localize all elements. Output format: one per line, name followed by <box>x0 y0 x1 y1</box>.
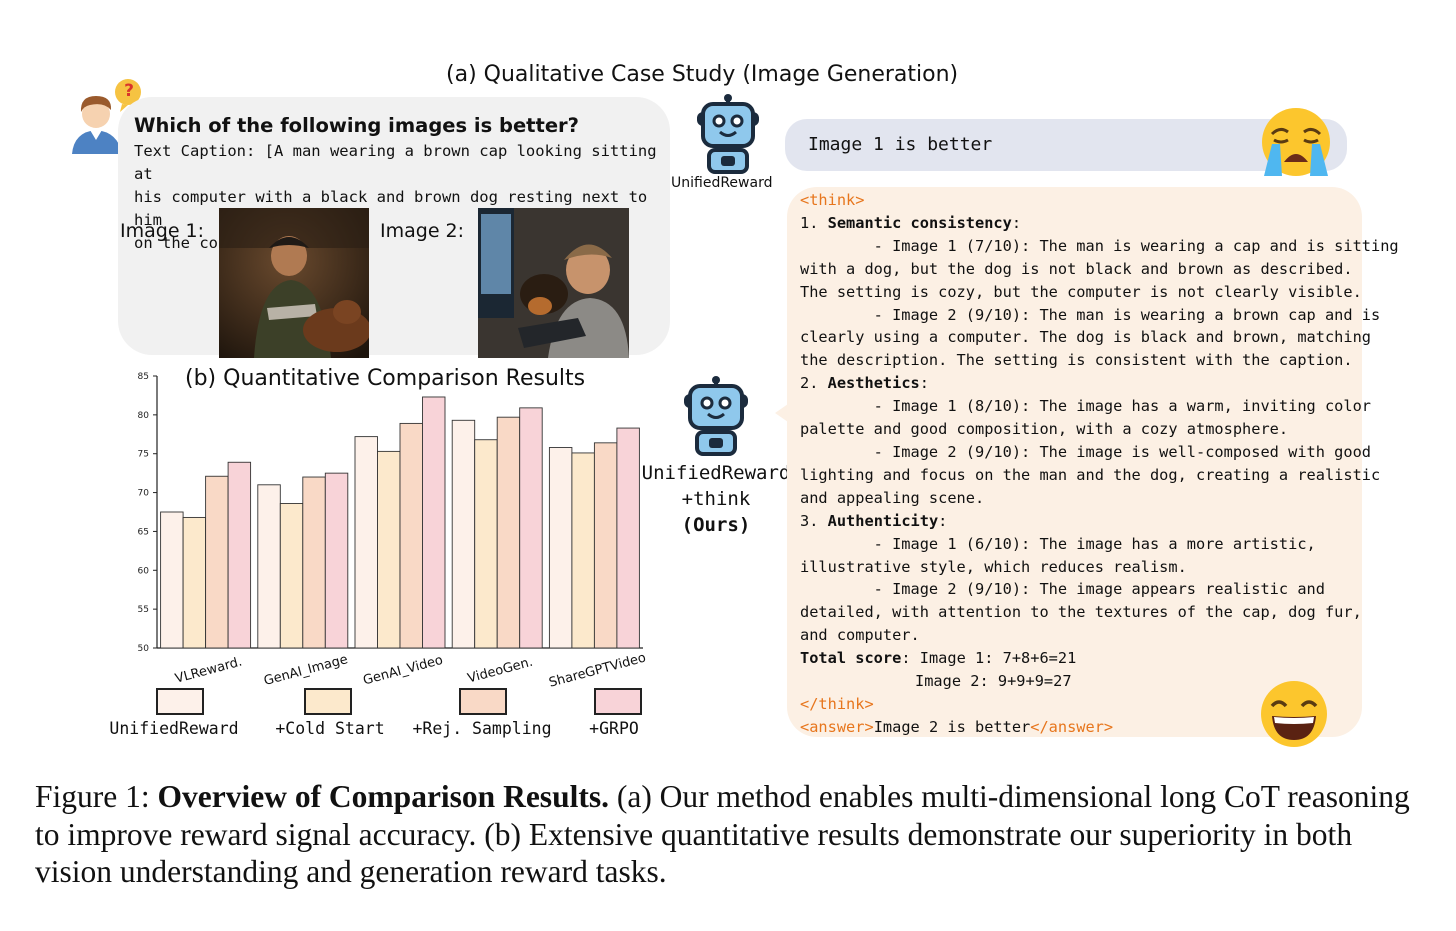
y-tick-label: 60 <box>138 566 150 576</box>
question-mark-icon: ? <box>124 81 134 101</box>
question-heading: Which of the following images is better? <box>134 114 579 137</box>
total-score-line-2: Image 2: 9+9+9=27 <box>915 672 1072 691</box>
robot-icon-think <box>680 376 752 456</box>
reasoning-line: - Image 1 (6/10): The image has a more a… <box>800 534 1316 553</box>
image2-label: Image 2: <box>380 220 465 242</box>
bar <box>399 422 423 649</box>
answer-line: <answer>Image 2 is better</answer> <box>800 717 1114 736</box>
category-label: VideoGen. <box>466 655 534 687</box>
grinning-emoji-icon <box>1258 678 1330 750</box>
y-tick-label: 75 <box>138 450 149 460</box>
generated-image-2 <box>478 208 629 358</box>
section-heading: 2. Aesthetics: <box>800 374 929 393</box>
y-tick-label: 50 <box>138 644 150 654</box>
bar <box>422 396 446 649</box>
legend-swatch <box>304 688 352 715</box>
reasoning-line: clearly using a computer. The dog is bla… <box>800 328 1371 347</box>
crying-emoji-icon <box>1258 104 1334 180</box>
reasoning-line: - Image 2 (9/10): The man is wearing a b… <box>800 305 1381 324</box>
bar <box>257 484 281 649</box>
reasoning-line: and computer. <box>800 626 920 645</box>
section-heading: 3. Authenticity: <box>800 511 948 530</box>
reasoning-line: - Image 1 (7/10): The man is wearing a c… <box>800 236 1399 255</box>
panel-a-title: (a) Qualitative Case Study (Image Genera… <box>446 62 959 87</box>
think-close-tag: </think> <box>800 694 874 713</box>
reasoning-line: with a dog, but the dog is not black and… <box>800 259 1353 278</box>
y-tick-label: 85 <box>138 372 149 382</box>
panel-b-title: (b) Quantitative Comparison Results <box>185 366 586 391</box>
reasoning-line: the description. The setting is consiste… <box>800 351 1353 370</box>
caption-line: Text Caption: [A man wearing a brown cap… <box>134 142 657 183</box>
bar <box>160 511 184 649</box>
bar <box>593 442 618 649</box>
bubble-pointer <box>775 404 788 422</box>
category-label: GenAI_Video <box>362 653 445 689</box>
bar <box>182 516 207 649</box>
generated-image-1 <box>219 208 369 358</box>
reasoning-bubble <box>787 187 1362 737</box>
think-open-tag: <think> <box>800 191 865 209</box>
bar <box>205 475 229 649</box>
robot-icon <box>693 94 763 176</box>
bar <box>227 461 252 649</box>
section-heading: 1. Semantic consistency: <box>800 213 1022 232</box>
legend-label: UnifiedReward <box>109 719 238 738</box>
total-score-line: Total score: Image 1: 7+8+6=21 <box>800 649 1077 668</box>
legend-label: +Rej. Sampling <box>412 719 551 738</box>
short-answer-text: Image 1 is better <box>808 134 993 155</box>
reasoning-line: - Image 2 (9/10): The image appears real… <box>800 580 1325 599</box>
figure-caption: Figure 1: Overview of Comparison Results… <box>35 779 1410 889</box>
category-label: ShareGPTVideo <box>547 650 647 690</box>
reasoning-line: illustrative style, which reduces realis… <box>800 557 1187 576</box>
bot-think-label-line: +think <box>681 488 751 510</box>
legend-swatch <box>594 688 642 715</box>
bar <box>302 476 326 649</box>
legend-label: +GRPO <box>589 719 639 738</box>
bar <box>324 472 349 649</box>
bot-think-label: UnifiedReward +think (Ours) <box>641 460 791 538</box>
legend-label: +Cold Start <box>275 719 384 738</box>
bar <box>474 439 498 649</box>
legend-swatch <box>156 688 204 715</box>
image1-label: Image 1: <box>120 220 205 242</box>
text-caption: Text Caption: [A man wearing a brown cap… <box>134 140 674 255</box>
reasoning-text: <think> 1. Semantic consistency: - Image… <box>800 189 1399 739</box>
reasoning-line: detailed, with attention to the textures… <box>800 603 1362 622</box>
caption-line: his computer with a black and brown dog … <box>134 188 648 229</box>
reasoning-line: palette and good composition, with a coz… <box>800 420 1289 439</box>
bar <box>377 450 401 649</box>
bot-think-label-line: UnifiedReward <box>641 462 791 484</box>
bar <box>519 407 543 649</box>
bar <box>279 503 304 649</box>
bar <box>354 436 378 649</box>
bar <box>451 419 476 649</box>
y-tick-label: 70 <box>138 489 150 499</box>
bar <box>571 452 595 649</box>
reasoning-line: and appealing scene. <box>800 488 985 507</box>
y-tick-label: 65 <box>138 527 149 537</box>
bot-think-label-line: (Ours) <box>681 514 751 536</box>
reasoning-line: The setting is cozy, but the computer is… <box>800 282 1362 301</box>
bar <box>616 427 640 649</box>
comparison-bar-chart: 50 55 60 65 70 75 80 85 VLReward. GenAI_Image GenA… <box>109 372 647 738</box>
short-answer-bubble <box>785 119 1347 171</box>
reasoning-line: - Image 1 (8/10): The image has a warm, … <box>800 397 1371 416</box>
bot-label: UnifiedReward <box>671 175 773 191</box>
reasoning-line: - Image 2 (9/10): The image is well-comp… <box>800 442 1371 461</box>
category-label: GenAI_Image <box>262 652 349 689</box>
y-tick-label: 55 <box>138 605 149 615</box>
legend-swatch <box>459 688 507 715</box>
y-tick-label: 80 <box>138 411 150 421</box>
user-avatar-icon <box>66 78 150 158</box>
bar <box>496 416 521 649</box>
reasoning-line: lighting and focus on the man and the do… <box>800 465 1381 484</box>
bar <box>548 447 573 649</box>
category-label: VLReward. <box>174 654 244 686</box>
